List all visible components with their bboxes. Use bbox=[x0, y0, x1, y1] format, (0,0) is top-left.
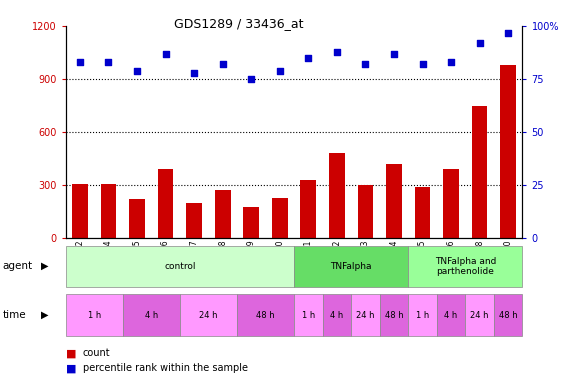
Bar bbox=[415, 187, 431, 238]
Text: ▶: ▶ bbox=[41, 261, 49, 271]
Point bbox=[304, 55, 313, 61]
Bar bbox=[66, 246, 294, 287]
Point bbox=[418, 62, 427, 68]
Text: 4 h: 4 h bbox=[330, 310, 344, 320]
Bar bbox=[237, 294, 294, 336]
Bar bbox=[329, 153, 345, 238]
Bar bbox=[215, 190, 231, 238]
Text: TNFalpha and
parthenolide: TNFalpha and parthenolide bbox=[435, 256, 496, 276]
Text: 48 h: 48 h bbox=[499, 310, 517, 320]
Text: 4 h: 4 h bbox=[144, 310, 158, 320]
Point bbox=[104, 59, 113, 65]
Bar bbox=[500, 65, 516, 238]
Bar bbox=[323, 294, 351, 336]
Text: 48 h: 48 h bbox=[385, 310, 403, 320]
Text: count: count bbox=[83, 348, 110, 358]
Bar bbox=[351, 294, 380, 336]
Text: ▶: ▶ bbox=[41, 310, 49, 320]
Text: 1 h: 1 h bbox=[416, 310, 429, 320]
Bar bbox=[100, 184, 116, 238]
Point bbox=[275, 68, 284, 74]
Text: time: time bbox=[3, 310, 26, 320]
Bar bbox=[443, 169, 459, 238]
Text: 48 h: 48 h bbox=[256, 310, 275, 320]
Point bbox=[190, 70, 199, 76]
Bar bbox=[386, 164, 402, 238]
Text: ■: ■ bbox=[66, 348, 76, 358]
Text: TNFalpha: TNFalpha bbox=[331, 262, 372, 271]
Text: 1 h: 1 h bbox=[87, 310, 101, 320]
Text: percentile rank within the sample: percentile rank within the sample bbox=[83, 363, 248, 373]
Bar bbox=[243, 207, 259, 238]
Text: 4 h: 4 h bbox=[444, 310, 458, 320]
Text: agent: agent bbox=[3, 261, 33, 271]
Point bbox=[504, 30, 513, 36]
Bar bbox=[294, 294, 323, 336]
Bar bbox=[123, 294, 180, 336]
Point bbox=[75, 59, 85, 65]
Bar bbox=[158, 169, 174, 238]
Bar bbox=[272, 198, 288, 238]
Bar bbox=[180, 294, 237, 336]
Text: control: control bbox=[164, 262, 196, 271]
Text: 24 h: 24 h bbox=[471, 310, 489, 320]
Bar bbox=[72, 184, 88, 238]
Point bbox=[389, 51, 399, 57]
Bar bbox=[380, 294, 408, 336]
Point bbox=[132, 68, 142, 74]
Point bbox=[161, 51, 170, 57]
Point bbox=[475, 40, 484, 46]
Point bbox=[361, 62, 370, 68]
Bar bbox=[437, 294, 465, 336]
Bar bbox=[129, 199, 145, 238]
Point bbox=[218, 62, 227, 68]
Point bbox=[332, 49, 341, 55]
Bar bbox=[66, 294, 123, 336]
Bar bbox=[294, 246, 408, 287]
Bar bbox=[300, 180, 316, 238]
Text: 24 h: 24 h bbox=[199, 310, 218, 320]
Bar bbox=[186, 203, 202, 238]
Bar bbox=[472, 106, 488, 238]
Text: 24 h: 24 h bbox=[356, 310, 375, 320]
Bar bbox=[408, 294, 437, 336]
Text: 1 h: 1 h bbox=[301, 310, 315, 320]
Bar bbox=[357, 185, 373, 238]
Bar bbox=[465, 294, 494, 336]
Text: ■: ■ bbox=[66, 363, 76, 373]
Point bbox=[247, 76, 256, 82]
Point bbox=[447, 59, 456, 65]
Bar bbox=[408, 246, 522, 287]
Text: GDS1289 / 33436_at: GDS1289 / 33436_at bbox=[175, 17, 304, 30]
Bar bbox=[494, 294, 522, 336]
